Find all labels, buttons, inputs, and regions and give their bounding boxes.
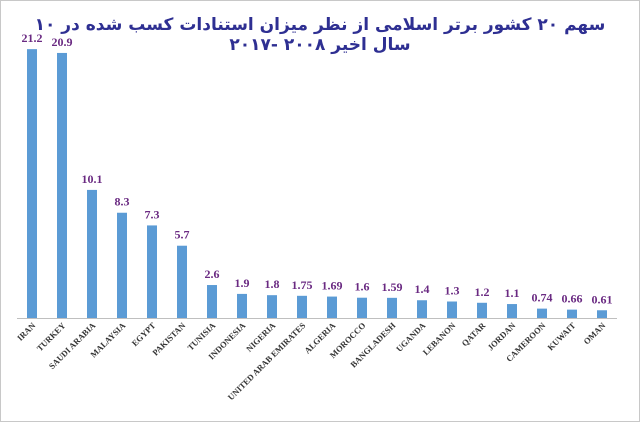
bar-pakistan — [177, 245, 187, 318]
bar-iran — [27, 49, 37, 319]
value-label: 1.2 — [475, 285, 490, 299]
category-label: LEBANON — [421, 320, 458, 357]
value-label: 1.1 — [505, 286, 520, 300]
bar-turkey — [57, 52, 67, 318]
value-label: 0.61 — [592, 292, 613, 306]
bar-indonesia — [237, 293, 247, 318]
category-label: QATAR — [460, 320, 488, 348]
bar-morocco — [357, 297, 367, 318]
bar-egypt — [147, 225, 157, 318]
category-label: OMAN — [581, 320, 608, 347]
value-label: 20.9 — [52, 35, 73, 49]
value-label: 0.74 — [532, 291, 553, 305]
value-label: 1.9 — [235, 276, 250, 290]
bar-malaysia — [117, 212, 127, 318]
value-label: 0.66 — [562, 292, 583, 306]
value-label: 1.59 — [382, 280, 403, 294]
value-label: 1.69 — [322, 279, 343, 293]
category-label: KUWAIT — [545, 320, 577, 352]
bar-qatar — [477, 302, 487, 318]
value-label: 7.3 — [145, 207, 160, 221]
value-label: 1.75 — [292, 278, 313, 292]
chart-title: سهم ۲۰ کشور برتر اسلامی از نظر میزان است… — [34, 15, 606, 55]
bar-algeria — [327, 296, 337, 318]
value-label: 10.1 — [82, 172, 103, 186]
bar-kuwait — [567, 309, 577, 318]
bar-saudi-arabia — [87, 189, 97, 318]
bar-oman — [597, 310, 607, 318]
bar-united-arab-emirates — [297, 295, 307, 318]
bar-jordan — [507, 304, 517, 318]
value-label: 1.4 — [415, 282, 430, 296]
value-label: 21.2 — [22, 31, 43, 45]
value-label: 8.3 — [115, 195, 130, 209]
bar-cameroon — [537, 308, 547, 318]
bar-bangladesh — [387, 297, 397, 318]
bar-lebanon — [447, 301, 457, 318]
bar-uganda — [417, 300, 427, 318]
bar-nigeria — [267, 295, 277, 318]
category-label: PAKISTAN — [150, 320, 188, 358]
value-label: 1.8 — [265, 277, 280, 291]
value-label: 2.6 — [205, 267, 220, 281]
value-label: 1.6 — [355, 280, 370, 294]
bar-tunisia — [207, 285, 217, 318]
category-label: IRAN — [15, 320, 38, 343]
value-label: 1.3 — [445, 284, 460, 298]
value-label: 5.7 — [175, 228, 190, 242]
category-label: EGYPT — [130, 320, 158, 348]
